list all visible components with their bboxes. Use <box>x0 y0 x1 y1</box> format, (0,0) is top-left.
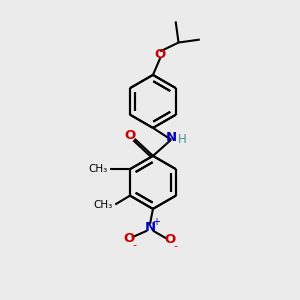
Text: O: O <box>124 129 136 142</box>
Text: -: - <box>174 241 178 251</box>
Text: N: N <box>166 131 177 144</box>
Text: O: O <box>164 233 176 246</box>
Text: CH₃: CH₃ <box>88 164 108 174</box>
Text: N: N <box>144 220 156 234</box>
Text: O: O <box>123 232 134 245</box>
Text: H: H <box>178 133 187 146</box>
Text: CH₃: CH₃ <box>94 200 113 210</box>
Text: O: O <box>155 48 166 61</box>
Text: -: - <box>133 240 137 250</box>
Text: +: + <box>152 217 160 227</box>
